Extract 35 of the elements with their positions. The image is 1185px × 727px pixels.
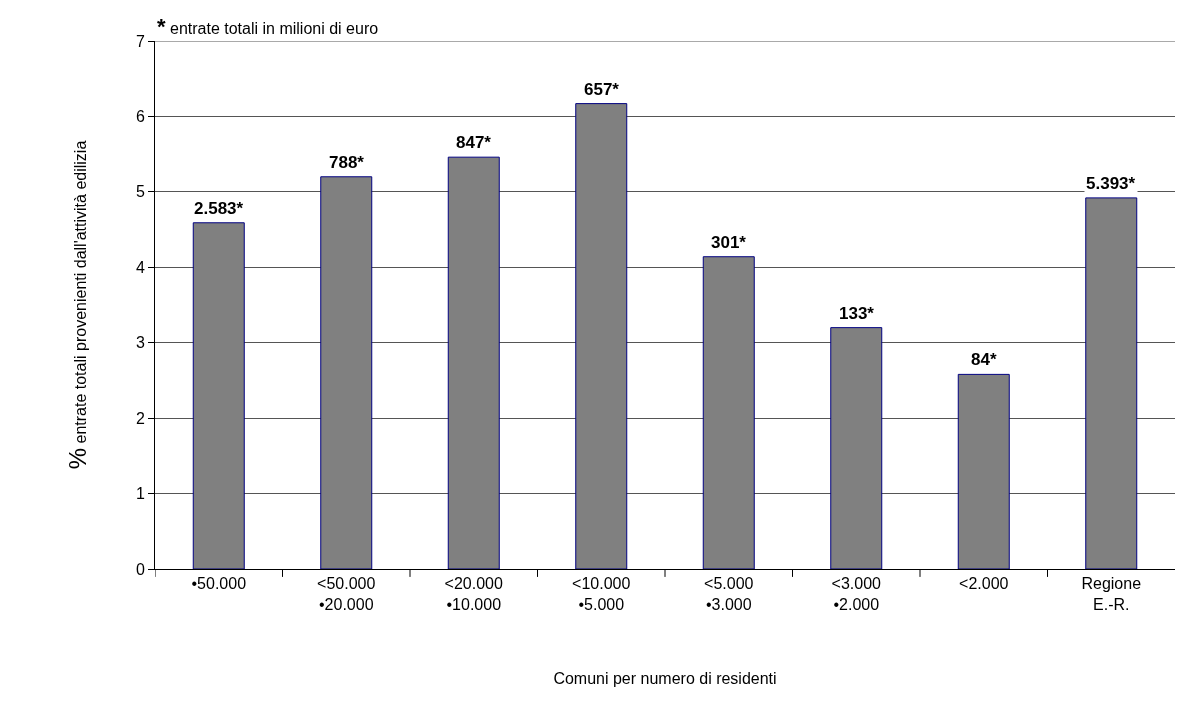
y-tick-label: 0 [135, 560, 145, 578]
bar [192, 222, 245, 569]
y-axis-title: % entrate totali provenienti dall'attività edilizia [63, 140, 91, 470]
y-tick-label: 7 [135, 32, 145, 50]
annotation: 133* [839, 304, 875, 323]
x-tick-label: <5.000 •3.000 [704, 575, 754, 613]
y-tick-label: 1 [135, 485, 145, 503]
text: * entrate totali in milioni di euro [157, 14, 379, 39]
bar [575, 103, 628, 569]
y-tick-label: 5 [135, 183, 145, 201]
x-tick-label: <3.000 •2.000 [831, 575, 882, 613]
y-tick-label: 2 [135, 409, 145, 427]
bar [702, 256, 755, 569]
annotation: 788* [329, 153, 365, 172]
bar [1085, 197, 1138, 569]
x-tick-label: Regione E.-R. [1081, 575, 1142, 613]
x-tick-label: •50.000 [191, 575, 247, 593]
x-tick-label: <10.000 •5.000 [572, 575, 631, 613]
annotation: 657* [584, 80, 620, 99]
x-tick-label: <20.000 •10.000 [444, 575, 503, 613]
x-tick-label: <2.000 [959, 575, 1009, 593]
bar [447, 156, 500, 569]
bar [830, 327, 883, 569]
x-tick-label: <50.000 •20.000 [317, 575, 376, 613]
annotation: 84* [971, 350, 997, 369]
annotation: 847* [456, 133, 492, 152]
y-tick-label: 4 [135, 258, 145, 276]
annotation: 301* [711, 233, 747, 252]
annotation: 2.583* [194, 199, 244, 218]
x-axis-title: Comuni per numero di residenti [553, 669, 777, 687]
y-tick-label: 6 [135, 108, 145, 126]
annotation: 5.393* [1086, 174, 1136, 193]
bar [320, 176, 373, 569]
y-tick-label: 3 [135, 334, 145, 352]
bar [957, 373, 1010, 569]
